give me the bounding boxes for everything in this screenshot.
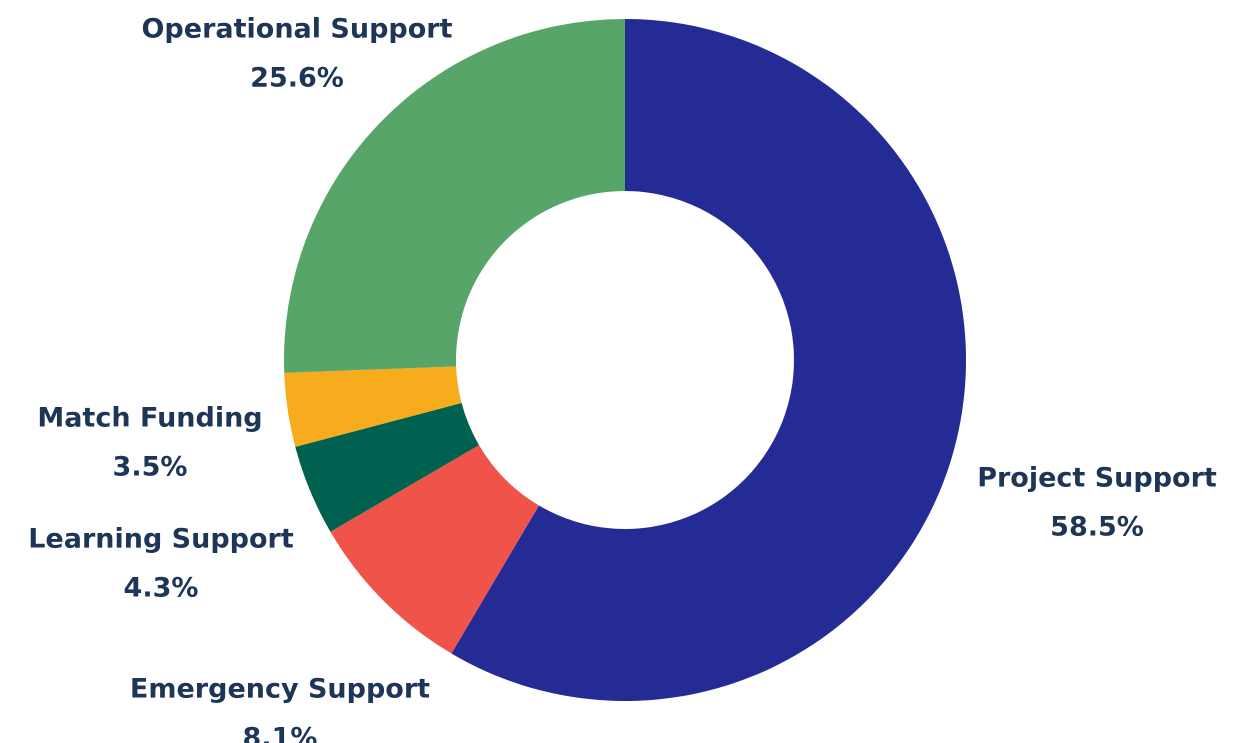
slice-learning-support — [295, 403, 479, 532]
slice-emergency-support — [330, 445, 539, 654]
slice-label-match-funding: Match Funding 3.5% — [37, 403, 262, 483]
slice-project-support — [451, 18, 967, 701]
slice-value-label: 8.1% — [243, 723, 318, 743]
slice-label-emergency-support: Emergency Support 8.1% — [130, 674, 430, 743]
slice-name-label: Learning Support — [28, 524, 294, 555]
slice-label-operational-support: Operational Support 25.6% — [141, 14, 452, 94]
slice-labels: Project Support 58.5% Emergency Support 8.1… — [28, 14, 1217, 743]
slice-label-learning-support: Learning Support 4.3% — [28, 524, 294, 604]
slice-name-label: Emergency Support — [130, 674, 430, 705]
slice-name-label: Match Funding — [37, 403, 262, 434]
slice-name-label: Operational Support — [141, 14, 452, 45]
slice-operational-support — [283, 19, 625, 373]
slice-label-project-support: Project Support 58.5% — [977, 463, 1217, 543]
slice-value-label: 3.5% — [113, 452, 188, 483]
slice-value-label: 25.6% — [250, 63, 344, 94]
slice-match-funding — [284, 366, 462, 447]
donut-slices — [283, 18, 967, 701]
slice-value-label: 4.3% — [124, 573, 199, 604]
slice-value-label: 58.5% — [1050, 512, 1144, 543]
slice-name-label: Project Support — [977, 463, 1217, 494]
